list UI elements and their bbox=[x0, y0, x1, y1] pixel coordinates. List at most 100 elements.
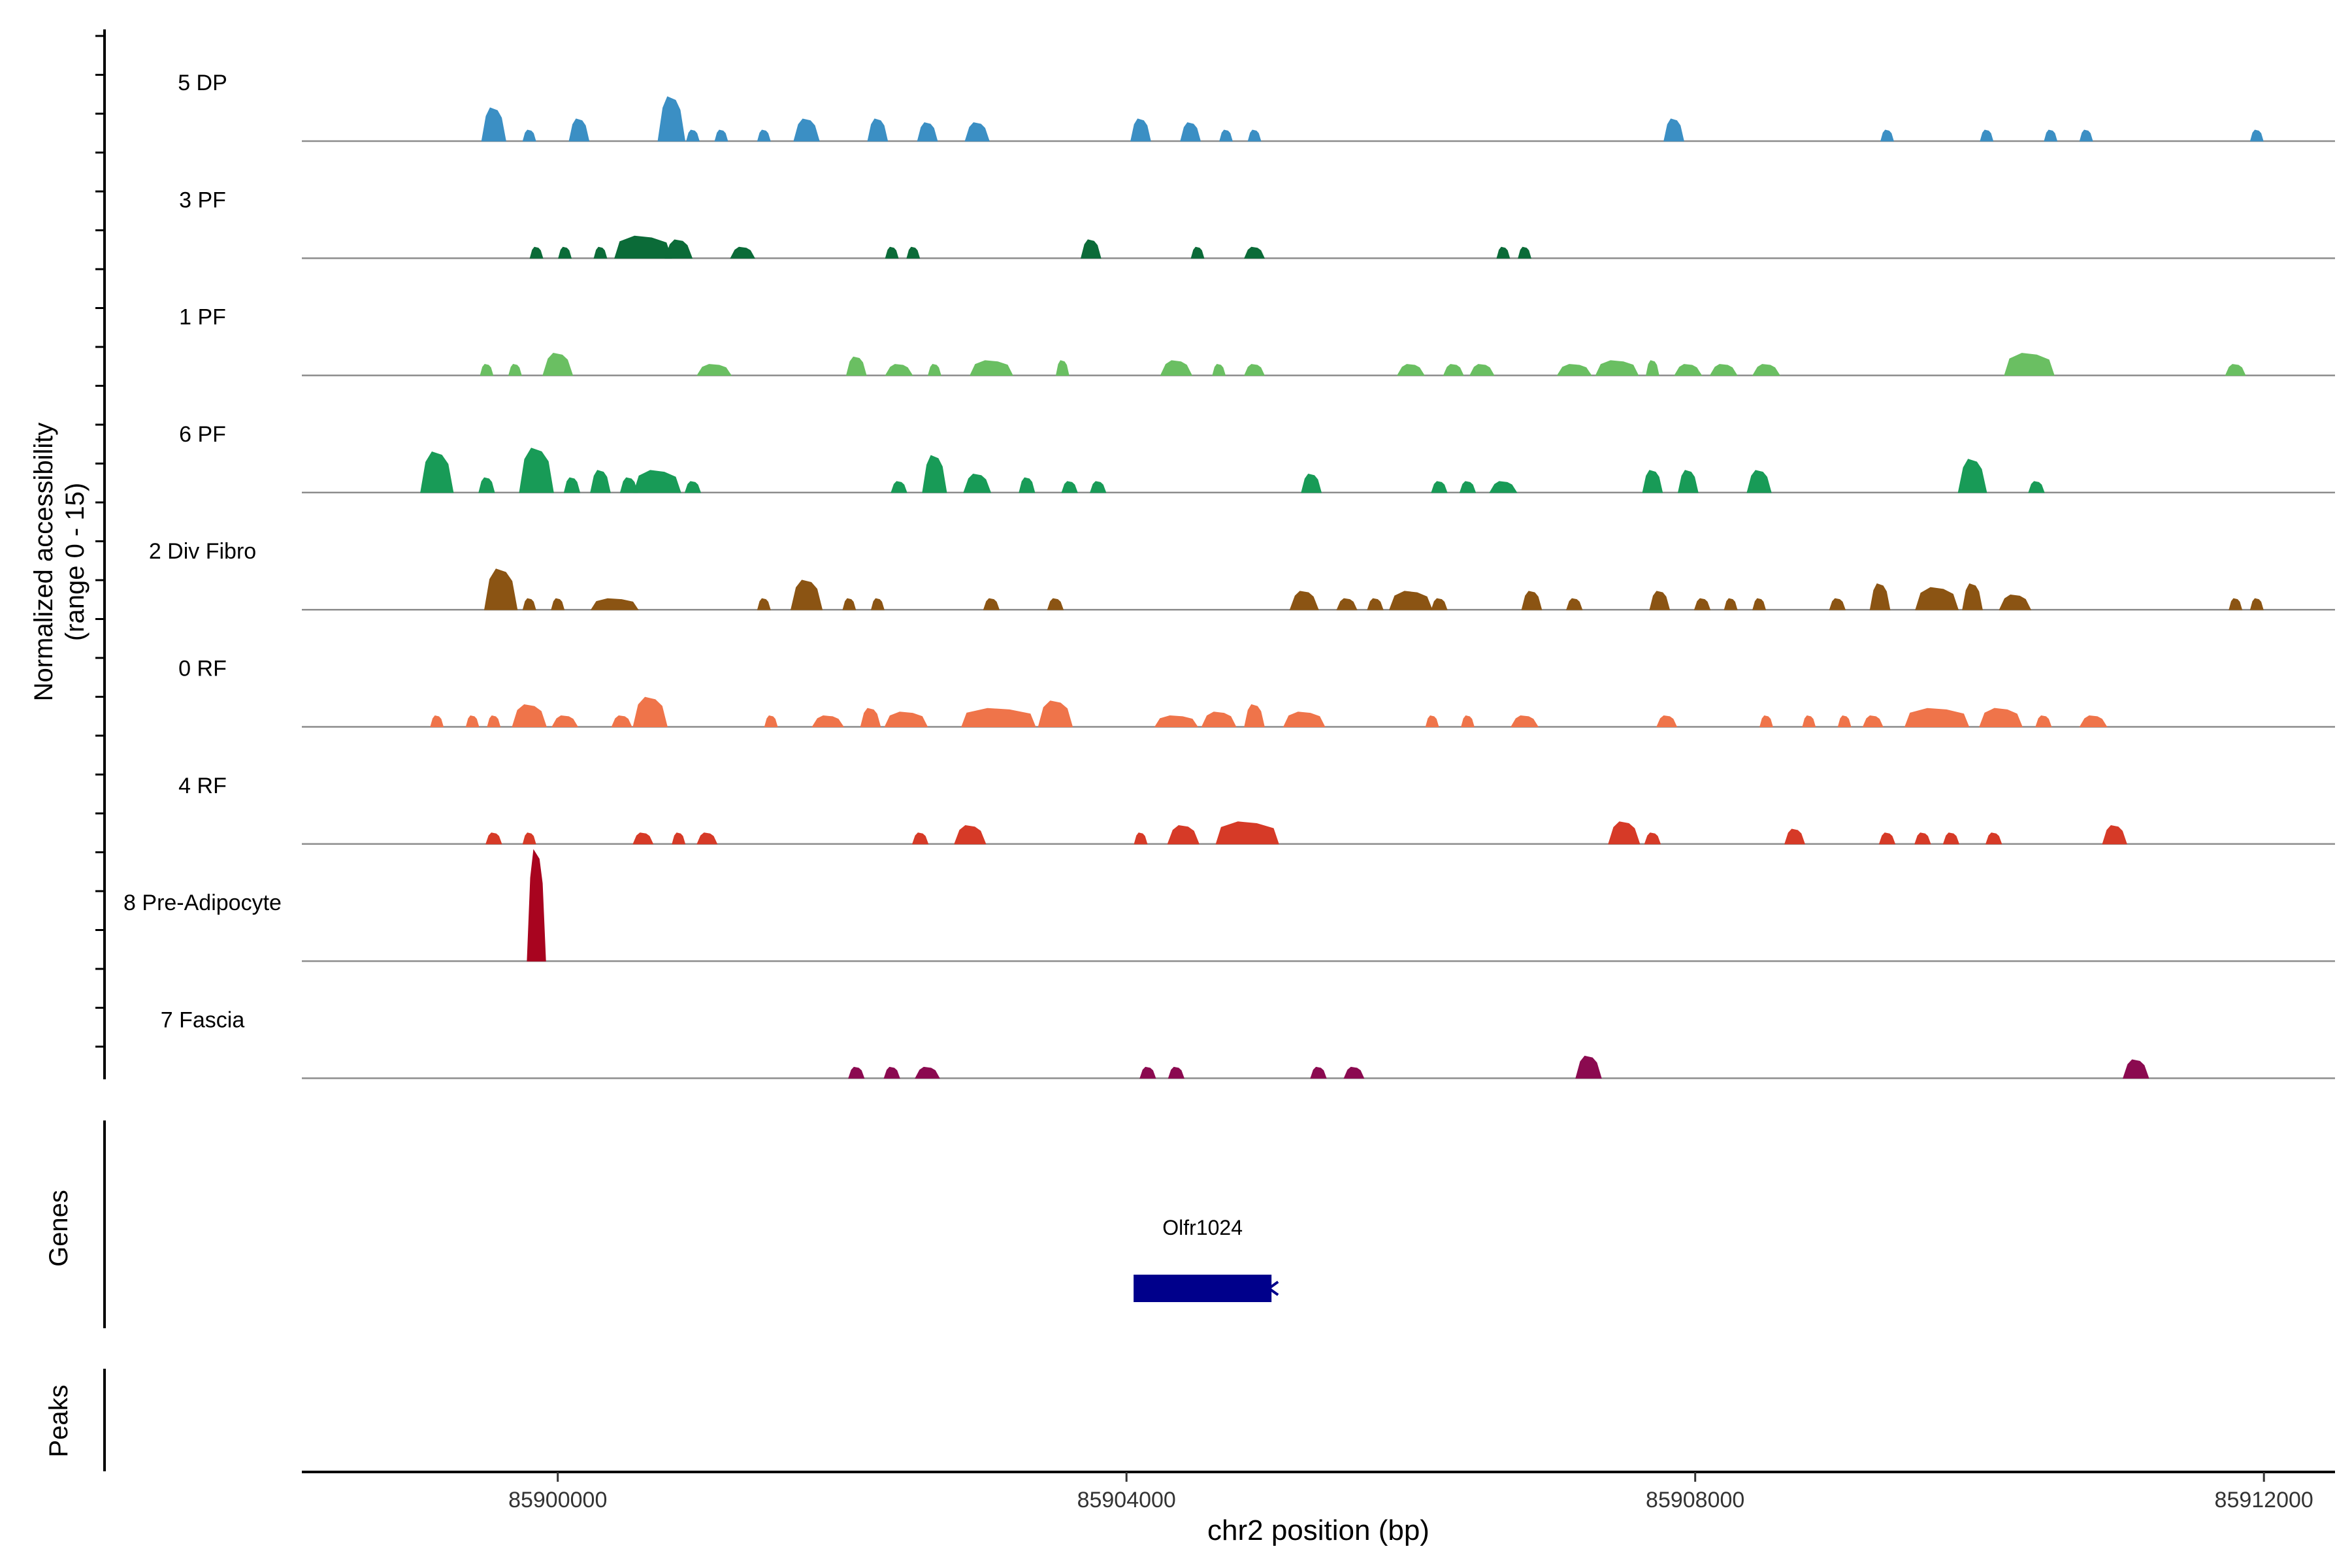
coverage-peak bbox=[927, 364, 941, 376]
coverage-peak bbox=[420, 451, 454, 493]
coverage-peak bbox=[1496, 246, 1511, 259]
coverage-peak bbox=[593, 246, 608, 259]
coverage-peak bbox=[563, 477, 581, 493]
coverage-peak bbox=[1880, 129, 1894, 142]
coverage-peak bbox=[885, 246, 899, 259]
y-axis-ticks bbox=[95, 35, 105, 1048]
coverage-peak bbox=[657, 96, 686, 142]
coverage-peak bbox=[884, 711, 928, 727]
coverage-peak bbox=[730, 246, 755, 259]
coverage-peak bbox=[664, 239, 693, 259]
coverage-peak bbox=[1644, 832, 1661, 845]
coverage-peak bbox=[480, 364, 494, 376]
coverage-peak bbox=[1723, 598, 1738, 610]
coverage-peak bbox=[912, 832, 929, 845]
coverage-peak bbox=[1215, 821, 1279, 845]
coverage-peak bbox=[1282, 711, 1326, 727]
coverage-peak bbox=[508, 364, 522, 376]
coverage-peak bbox=[1469, 364, 1495, 376]
coverage-peak bbox=[1914, 832, 1931, 845]
track-label: 2 Div Fibro bbox=[149, 539, 256, 564]
coverage-peak bbox=[1459, 481, 1477, 493]
coverage-peak bbox=[2004, 353, 2055, 376]
coverage-peak bbox=[1649, 591, 1671, 610]
track-label: 7 Fascia bbox=[161, 1007, 245, 1032]
coverage-peak bbox=[1663, 118, 1684, 142]
coverage-peak bbox=[1521, 591, 1543, 610]
coverage-peak bbox=[2102, 825, 2127, 845]
coverage-peak bbox=[2079, 715, 2108, 727]
coverage-peak bbox=[1608, 821, 1641, 845]
coverage-peak bbox=[696, 832, 718, 845]
track-label: 3 PF bbox=[179, 188, 226, 212]
peaks-panel-label: Peaks bbox=[44, 1384, 73, 1457]
coverage-peak bbox=[1784, 828, 1806, 845]
coverage-peak bbox=[1693, 598, 1711, 610]
coverage-peak bbox=[1556, 364, 1592, 376]
coverage-peak bbox=[790, 580, 823, 610]
coverage-peak bbox=[2225, 364, 2246, 376]
coverage-peak bbox=[2229, 598, 2243, 610]
coverage-peak bbox=[632, 832, 654, 845]
coverage-peak bbox=[983, 598, 1000, 610]
coverage-peak bbox=[487, 715, 501, 727]
coverage-peak bbox=[1802, 715, 1816, 727]
track-7-fascia: 7 Fascia bbox=[161, 1007, 2335, 1079]
coverage-peak bbox=[590, 470, 611, 493]
coverage-peak bbox=[1443, 364, 1464, 376]
coverage-peak bbox=[793, 118, 820, 142]
coverage-peak bbox=[590, 598, 639, 610]
coverage-peak bbox=[757, 129, 771, 142]
coverage-peak bbox=[611, 715, 632, 727]
coverage-tracks: 5 DP 3 PF 1 PF 6 PF 2 Div Fibro 0 RF 4 RF 8 Pre… bbox=[123, 71, 2335, 1079]
coverage-peak bbox=[1310, 1066, 1327, 1079]
coverage-peak bbox=[1752, 364, 1781, 376]
gene-label: Olfr1024 bbox=[1162, 1216, 1243, 1239]
coverage-peak bbox=[2249, 598, 2264, 610]
x-axis-title: chr2 position (bp) bbox=[1207, 1514, 1429, 1546]
coverage-peak bbox=[1047, 598, 1064, 610]
coverage-peak bbox=[568, 118, 590, 142]
coverage-peak bbox=[848, 1066, 865, 1079]
genes-panel-label: Genes bbox=[44, 1190, 73, 1267]
coverage-peak bbox=[1201, 711, 1237, 727]
coverage-peak bbox=[1915, 587, 1959, 610]
y-axis-title-group: Normalized accessibility (range 0 - 15) bbox=[29, 423, 90, 702]
track-1-pf: 1 PF bbox=[179, 305, 2335, 376]
coverage-peak bbox=[2249, 129, 2264, 142]
coverage-peak bbox=[1957, 459, 1987, 493]
coverage-peak bbox=[1431, 481, 1448, 493]
coverage-peak bbox=[551, 598, 565, 610]
coverage-peak bbox=[1180, 122, 1201, 142]
coverage-peak bbox=[684, 481, 702, 493]
track-8-pre-adipocyte: 8 Pre-Adipocyte bbox=[123, 849, 2335, 962]
coverage-peak bbox=[1709, 364, 1738, 376]
coverage-peak bbox=[860, 708, 881, 727]
y-axis-title-line-1: Normalized accessibility bbox=[29, 423, 58, 702]
coverage-peak bbox=[867, 118, 889, 142]
coverage-peak bbox=[1168, 1066, 1185, 1079]
coverage-peak bbox=[1431, 598, 1448, 610]
coverage-peak bbox=[1212, 364, 1226, 376]
coverage-peak bbox=[1980, 129, 1994, 142]
coverage-peak bbox=[558, 246, 572, 259]
coverage-peak bbox=[1219, 129, 1233, 142]
coverage-peak bbox=[2123, 1059, 2149, 1079]
track-6-pf: 6 PF bbox=[179, 422, 2335, 494]
coverage-peak bbox=[542, 353, 574, 376]
track-label: 4 RF bbox=[178, 774, 227, 798]
coverage-peak bbox=[522, 832, 536, 845]
coverage-peak bbox=[2028, 481, 2045, 493]
coverage-peak bbox=[757, 598, 771, 610]
coverage-peak bbox=[1869, 583, 1891, 610]
gene-strand-arrow bbox=[1266, 1281, 1279, 1296]
coverage-peak bbox=[430, 715, 444, 727]
coverage-peak bbox=[519, 448, 554, 493]
coverage-peak bbox=[672, 832, 686, 845]
coverage-peak bbox=[632, 696, 668, 727]
coverage-peak bbox=[954, 825, 987, 845]
coverage-peak bbox=[1019, 477, 1036, 493]
coverage-peak bbox=[1511, 715, 1539, 727]
